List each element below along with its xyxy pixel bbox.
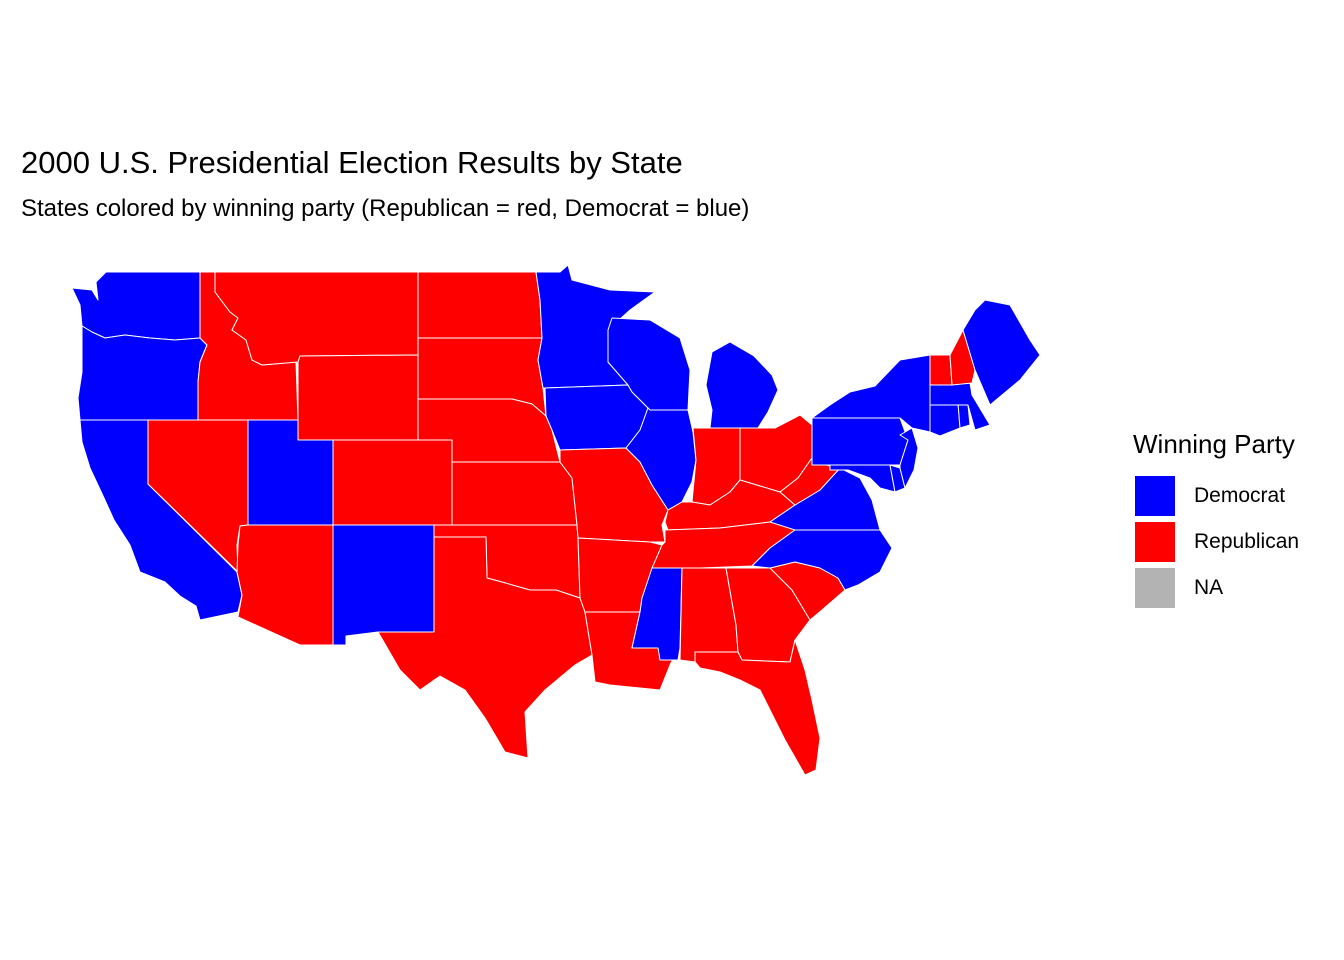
state-tx xyxy=(377,536,593,759)
state-az xyxy=(236,524,334,646)
state-wa xyxy=(71,271,201,341)
state-vt xyxy=(929,354,953,386)
state-me xyxy=(962,299,1041,406)
state-nj xyxy=(899,427,919,489)
state-ks xyxy=(451,461,578,526)
state-ct xyxy=(929,402,961,437)
legend-swatch-democrat xyxy=(1135,476,1175,516)
state-nm xyxy=(332,524,435,646)
legend-swatch-republican xyxy=(1135,522,1175,562)
legend-label-democrat: Democrat xyxy=(1194,484,1286,507)
state-mi xyxy=(705,341,779,429)
state-ne xyxy=(417,398,561,463)
state-nd xyxy=(417,271,543,339)
state-co xyxy=(332,439,453,526)
state-pa xyxy=(811,417,909,466)
legend-label-republican: Republican xyxy=(1194,530,1300,553)
state-fl xyxy=(694,639,821,776)
legend: Winning Party Democrat Republican NA xyxy=(1133,428,1299,608)
legend-title: Winning Party xyxy=(1133,429,1295,459)
states-layer xyxy=(71,264,1041,776)
state-or xyxy=(77,325,208,421)
legend-label-na: NA xyxy=(1194,576,1224,599)
state-nh xyxy=(949,329,976,386)
legend-swatch-na xyxy=(1135,568,1175,608)
state-wy xyxy=(297,354,419,441)
map-subtitle: States colored by winning party (Republi… xyxy=(21,195,750,222)
map-title: 2000 U.S. Presidential Election Results … xyxy=(21,145,683,180)
